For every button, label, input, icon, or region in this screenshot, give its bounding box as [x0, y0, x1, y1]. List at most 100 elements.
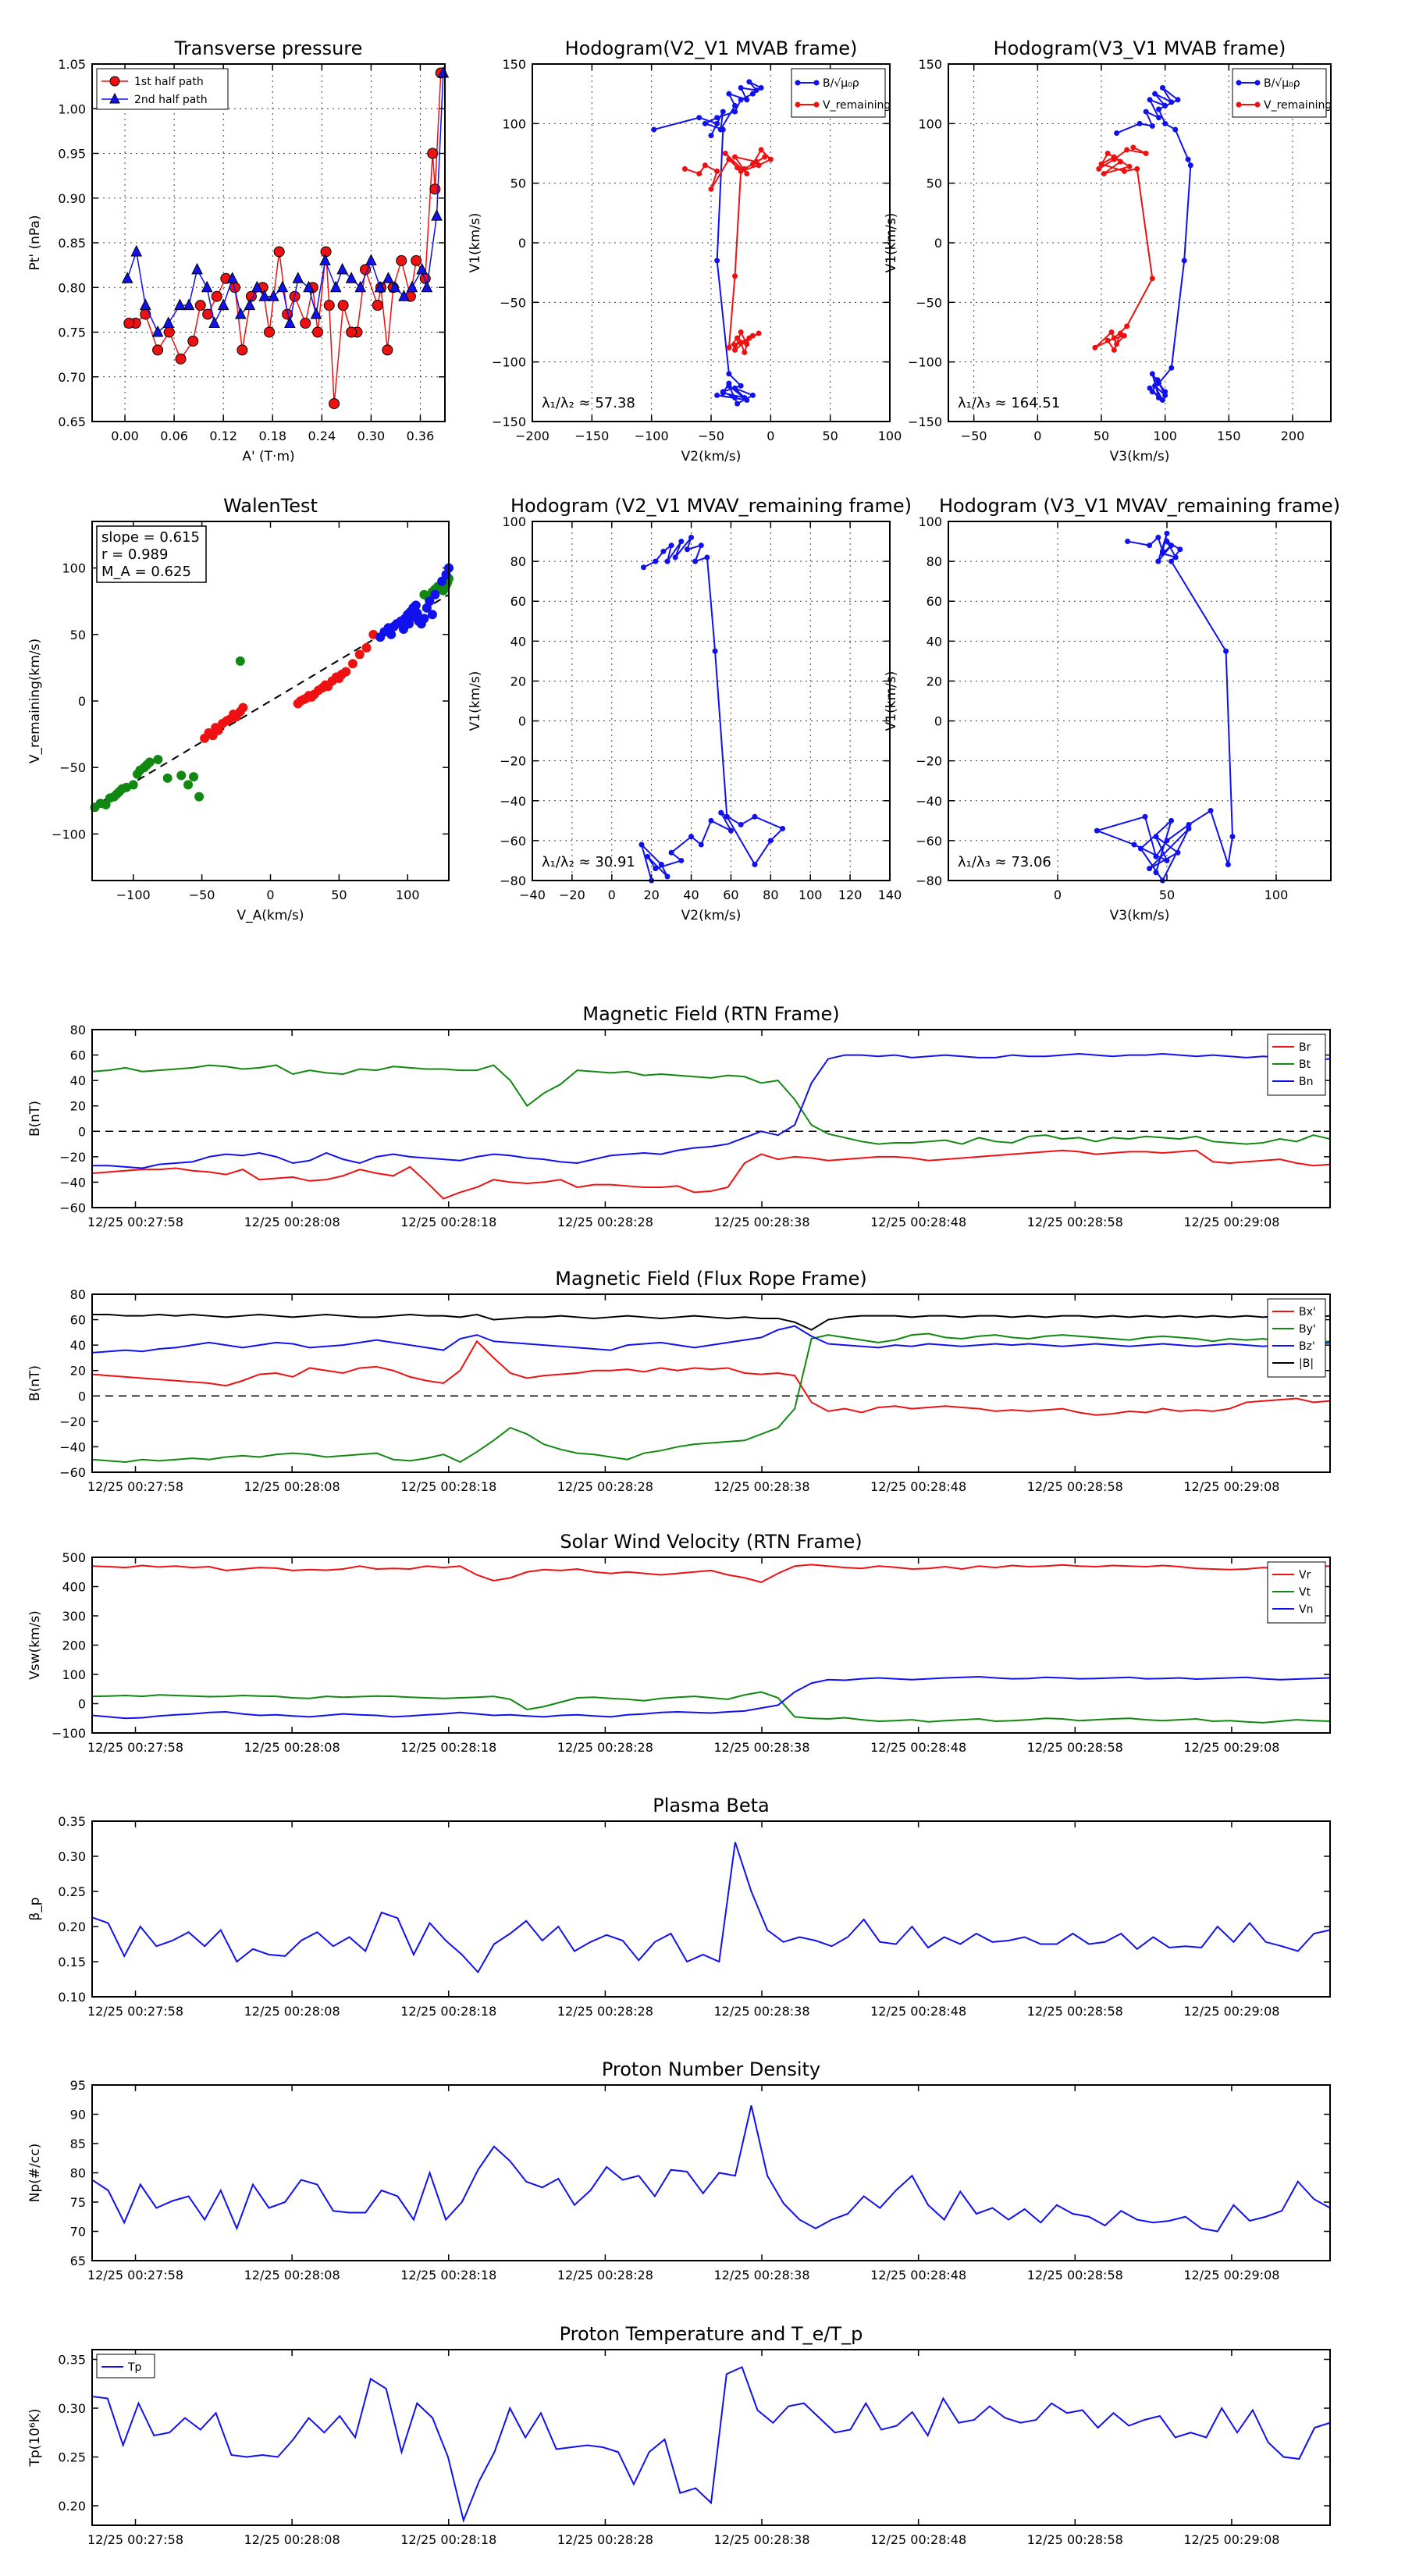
y-tick-label: 80 [70, 1023, 86, 1037]
chart-title: Transverse pressure [174, 37, 363, 59]
data-point [1229, 834, 1236, 840]
y-tick-label: −40 [59, 1439, 86, 1454]
series-line-Bz' [91, 1325, 1331, 1354]
y-tick-label: 0 [78, 1389, 86, 1404]
x-tick-label: 12/25 00:28:18 [400, 2004, 496, 2019]
y-tick-label: 0.90 [58, 191, 86, 206]
x-tick-label: 12/25 00:28:18 [400, 1740, 496, 1755]
data-point [1125, 539, 1131, 545]
y-tick-label: −60 [916, 834, 942, 849]
y-tick-label: −60 [59, 1465, 86, 1480]
y-tick-label: 100 [502, 514, 526, 529]
y-axis-label: V1(km/s) [884, 671, 899, 731]
legend-label: B/√μ₀ρ [823, 77, 859, 90]
data-point [386, 629, 397, 639]
y-tick-label: 0.20 [58, 2499, 86, 2514]
data-point [251, 280, 263, 293]
y-tick-label: 0 [934, 236, 942, 251]
series-line-Vn [91, 1675, 1331, 1720]
x-tick-label: 12/25 00:28:38 [713, 1479, 809, 1494]
legend-label: |B| [1299, 1357, 1314, 1370]
chart-mffr: Magnetic Field (Flux Rope Frame) −60 −40 −2… [27, 1268, 1331, 1494]
data-point [738, 382, 744, 389]
x-tick-label: 12/25 00:27:58 [87, 1740, 183, 1755]
data-point [1168, 365, 1175, 371]
y-tick-label: −20 [59, 1150, 86, 1165]
plot-frame [91, 1293, 1331, 1473]
data-point [1152, 91, 1158, 97]
data-point [237, 344, 248, 356]
legend-marker [813, 101, 820, 108]
data-point [744, 97, 750, 103]
data-point [430, 589, 440, 600]
data-point [1142, 813, 1148, 820]
chart-title: Magnetic Field (Flux Rope Frame) [555, 1268, 866, 1290]
y-tick-label: −50 [500, 295, 526, 310]
x-tick-label: −50 [961, 429, 987, 443]
data-point [1155, 534, 1161, 540]
data-point [732, 109, 738, 115]
x-tick-label: 100 [878, 429, 902, 443]
data-point [1111, 154, 1117, 160]
y-tick-label: 0.20 [58, 1920, 86, 1934]
chart-title: WalenTest [223, 495, 318, 517]
y-tick-label: 0 [78, 1697, 86, 1712]
data-point [226, 272, 239, 283]
x-tick-label: −20 [559, 888, 585, 902]
data-point [421, 280, 433, 293]
data-point [152, 344, 164, 356]
y-tick-label: 75 [70, 2195, 86, 2210]
x-tick-label: 12/25 00:28:38 [713, 2004, 809, 2019]
data-point [746, 335, 752, 341]
data-point [638, 841, 645, 848]
data-point [756, 162, 762, 169]
data-point [235, 656, 245, 666]
data-point [273, 246, 285, 258]
y-tick-label: −50 [916, 295, 942, 310]
data-point [752, 862, 758, 868]
data-point [425, 596, 435, 607]
data-point [1149, 371, 1155, 377]
x-tick-label: 50 [1159, 888, 1175, 902]
x-tick-label: 12/25 00:29:08 [1183, 1740, 1279, 1755]
legend-marker [795, 101, 801, 108]
data-point [153, 754, 163, 764]
legend: Bx' By' Bz' |B| [1267, 1298, 1326, 1378]
data-point [738, 85, 744, 91]
chart-np: Proton Number Density 65 70 75 80 85 90 95 Np(#/… [27, 2058, 1331, 2282]
data-point [752, 813, 758, 820]
data-point [183, 298, 195, 311]
legend: B/√μ₀ρ V_remaining [791, 68, 891, 118]
data-point [130, 244, 143, 257]
y-axis-label: Vsw(km/s) [27, 1610, 43, 1680]
data-point [300, 318, 311, 329]
data-point [718, 809, 724, 816]
data-point [651, 126, 657, 133]
y-tick-label: 0.15 [58, 1955, 86, 1969]
x-tick-label: 12/25 00:28:58 [1027, 2268, 1123, 2282]
data-point [416, 262, 428, 275]
x-tick-label: 12/25 00:28:28 [557, 1740, 653, 1755]
data-point [412, 608, 422, 618]
series-line-red [129, 73, 442, 404]
data-point [1092, 344, 1098, 350]
data-point [749, 91, 756, 97]
y-tick-label: 60 [70, 1048, 86, 1063]
chart-title: Proton Number Density [602, 2058, 820, 2080]
y-tick-label: −50 [59, 760, 86, 775]
x-tick-label: 12/25 00:28:28 [557, 2532, 653, 2547]
x-tick-label: 12/25 00:28:08 [244, 1740, 340, 1755]
y-tick-label: 0.30 [58, 2401, 86, 2416]
x-tick-label: 140 [878, 888, 902, 902]
y-axis-label: B(nT) [27, 1101, 43, 1137]
y-tick-label: 100 [502, 116, 526, 131]
data-point [658, 862, 664, 868]
y-tick-label: 0.80 [58, 280, 86, 295]
series-line-Vr [91, 1564, 1331, 1583]
y-tick-label: 50 [70, 628, 86, 642]
data-point [208, 316, 220, 329]
data-point [151, 325, 164, 337]
data-point [1154, 377, 1161, 383]
legend-label: 1st half path [134, 76, 204, 88]
data-point [437, 66, 450, 78]
